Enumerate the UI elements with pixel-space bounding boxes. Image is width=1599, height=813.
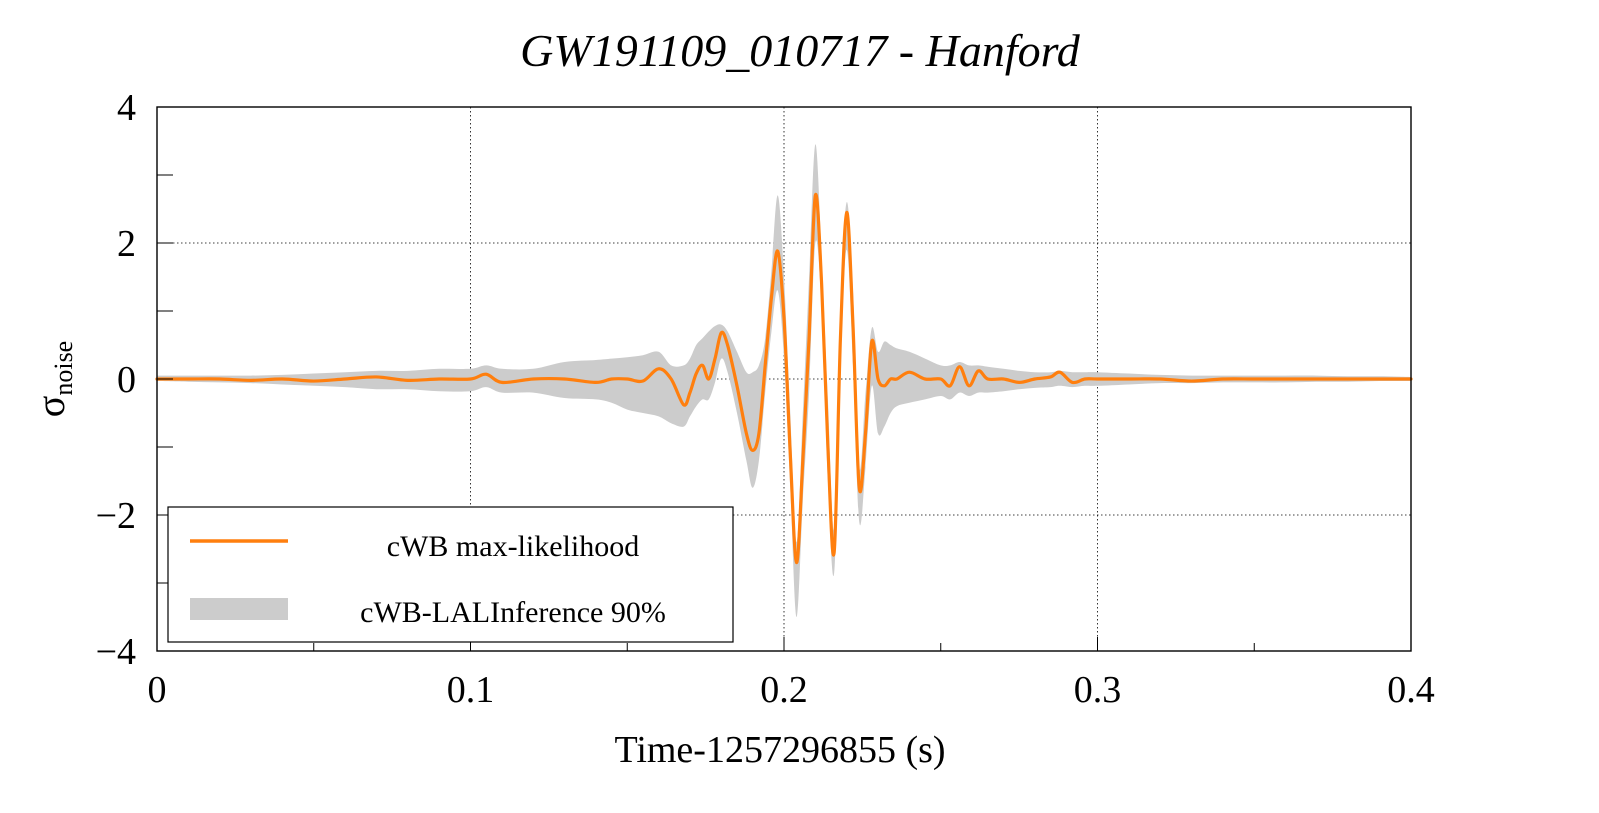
- x-tick-label: 0.4: [1387, 669, 1435, 711]
- y-tick-label: 2: [117, 223, 136, 265]
- line-layer: [155, 192, 1413, 565]
- series-line-max-likelihood: [155, 192, 1413, 565]
- x-axis-label: Time-1257296855 (s): [614, 729, 945, 771]
- y-tick-label: −2: [96, 495, 136, 537]
- y-axis-label-main: σ: [28, 396, 73, 418]
- legend-band-swatch: [190, 598, 288, 620]
- legend-entry-max-likelihood: cWB max-likelihood: [387, 530, 639, 563]
- legend-entry-90-percent: cWB-LALInference 90%: [360, 596, 666, 629]
- x-tick-label: 0.1: [447, 669, 495, 711]
- y-tick-labels: 4 2 0 −2 −4: [96, 87, 136, 673]
- x-tick-label: 0.2: [760, 669, 808, 711]
- y-tick-label: 4: [117, 87, 136, 129]
- y-tick-label: −4: [96, 631, 136, 673]
- x-tick-labels: 0 0.1 0.2 0.3 0.4: [148, 669, 1435, 711]
- y-tick-label: 0: [117, 359, 136, 401]
- chart-title: GW191109_010717 - Hanford: [520, 25, 1081, 76]
- svg-text:σnoise: σnoise: [28, 341, 78, 417]
- y-axis-label: σnoise: [28, 341, 78, 417]
- x-tick-label: 0: [148, 669, 167, 711]
- y-axis-label-sub: noise: [49, 341, 78, 396]
- legend: cWB max-likelihood cWB-LALInference 90%: [167, 506, 734, 643]
- ticks: [156, 106, 1412, 652]
- x-tick-label: 0.3: [1074, 669, 1122, 711]
